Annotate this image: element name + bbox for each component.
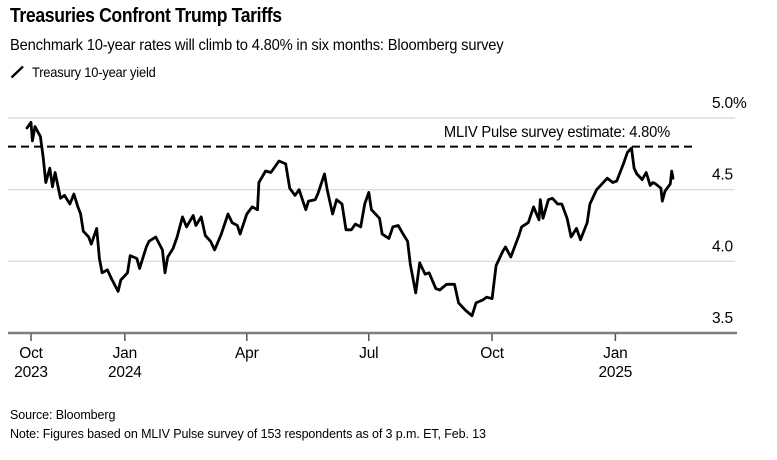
note-text: Note: Figures based on MLIV Pulse survey…	[10, 427, 486, 441]
y-axis-label: 5.0%	[712, 95, 747, 112]
chart-subtitle: Benchmark 10-year rates will climb to 4.…	[10, 37, 504, 54]
y-axis-label: 4.0	[712, 238, 734, 255]
legend: Treasury 10-year yield	[10, 64, 166, 80]
x-axis-label-month: Jan	[113, 345, 137, 362]
x-axis-label-month: Oct	[480, 345, 504, 362]
x-axis-label-year: 2025	[599, 364, 633, 381]
legend-label: Treasury 10-year yield	[32, 64, 156, 80]
x-axis-label-month: Jan	[603, 345, 627, 362]
line-series-icon	[10, 65, 24, 79]
yield-line-series	[25, 120, 675, 318]
footer: Source: Bloomberg Note: Figures based on…	[10, 406, 486, 444]
x-axis-label-month: Apr	[235, 345, 259, 362]
chart-title: Treasuries Confront Trump Tariffs	[10, 5, 282, 27]
y-axis-label: 4.5	[712, 167, 733, 184]
y-axis-label: 3.5	[712, 310, 733, 327]
x-axis-label-year: 2024	[108, 364, 142, 381]
x-axis-label-month: Jul	[359, 345, 378, 362]
x-axis-label-year: 2023	[14, 364, 48, 381]
survey-estimate-annotation: MLIV Pulse survey estimate: 4.80%	[443, 124, 670, 141]
source-text: Source: Bloomberg	[10, 408, 116, 422]
x-axis-label-month: Oct	[19, 345, 43, 362]
